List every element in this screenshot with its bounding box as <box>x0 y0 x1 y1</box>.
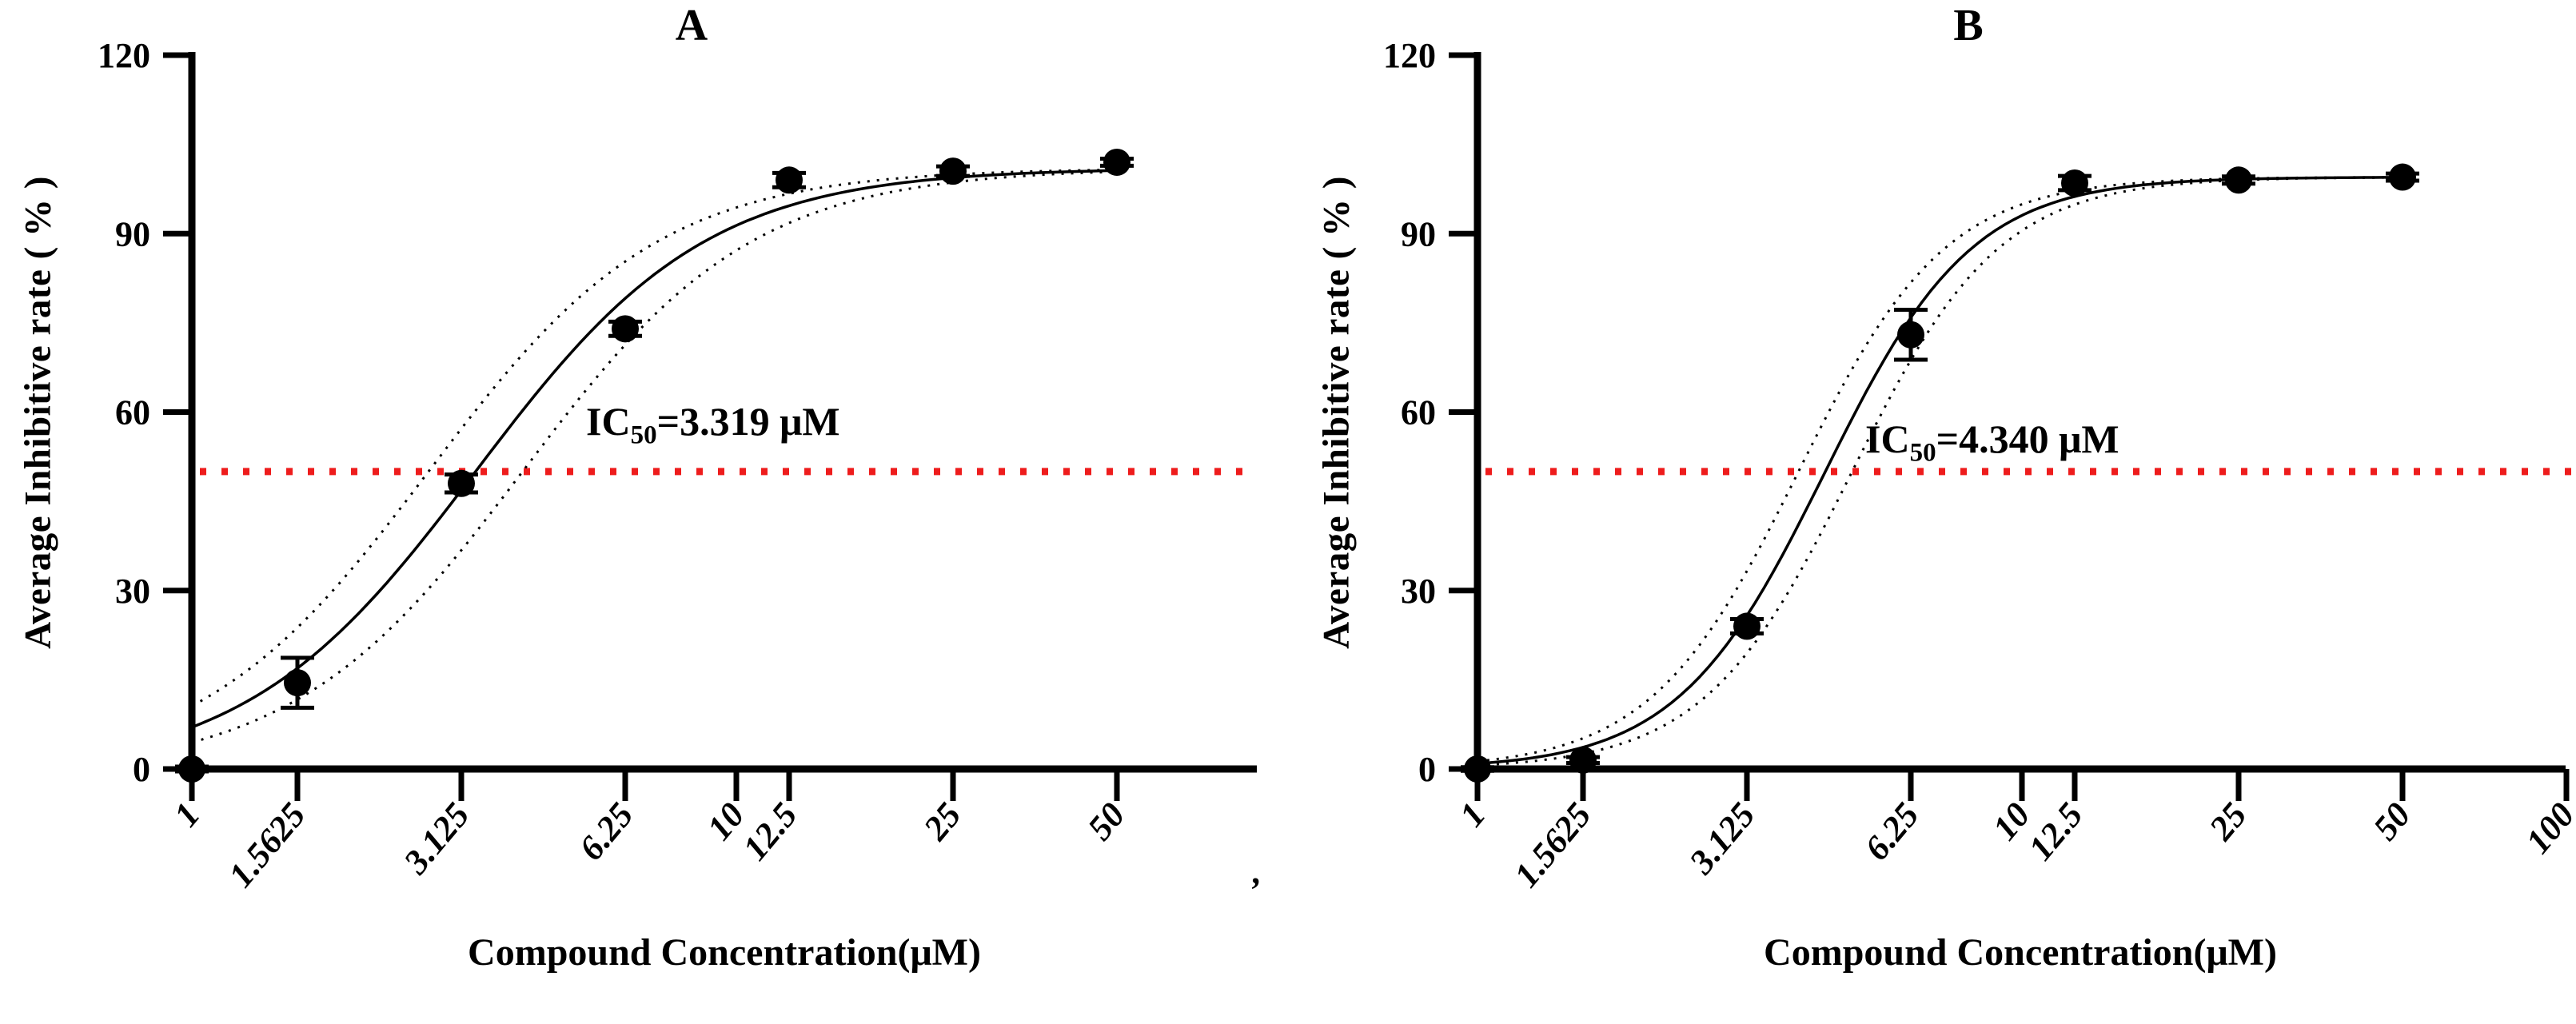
panel-a-title: A <box>675 1 708 50</box>
panel-b-x-axis-title: Compound Concentration(μM) <box>1764 931 2277 974</box>
y-tick-label: 60 <box>1401 393 1436 432</box>
ic50-prefix: IC <box>1865 416 1910 461</box>
ic50-prefix: IC <box>586 399 631 444</box>
y-tick-label: 30 <box>115 572 150 611</box>
x-tick-label: 1.5625 <box>221 795 313 895</box>
x-tick-label: 3.125 <box>1681 795 1763 882</box>
x-tick-label: 25 <box>915 795 968 848</box>
data-marker <box>2388 163 2416 191</box>
x-tick-label: 50 <box>2366 795 2418 847</box>
stray-label-fragment: , <box>1252 852 1262 891</box>
data-marker <box>1896 321 1924 349</box>
y-tick-label: 0 <box>133 750 150 789</box>
ic50-value: =4.340 μM <box>1936 416 2119 461</box>
ic50-subscript: 50 <box>1909 438 1936 468</box>
panel-a-ic50-annotation: IC50=3.319 μM <box>586 401 840 449</box>
data-marker <box>939 157 967 185</box>
panel-b-title: B <box>1953 1 1984 50</box>
data-marker <box>2224 166 2252 194</box>
y-tick-label: 120 <box>1383 36 1436 75</box>
data-marker <box>1569 746 1597 774</box>
data-marker <box>1464 755 1491 783</box>
x-tick-label: 25 <box>2201 795 2254 848</box>
data-marker <box>2060 169 2088 197</box>
ci-band-upper <box>191 168 1118 707</box>
panel-b-ic50-annotation: IC50=4.340 μM <box>1865 419 2119 467</box>
x-tick-label: 100 <box>2518 795 2576 861</box>
y-tick-label: 90 <box>115 214 150 253</box>
x-tick-label: 6.25 <box>572 795 641 867</box>
x-tick-label: 6.25 <box>1857 795 1927 867</box>
y-tick-label: 120 <box>98 36 150 75</box>
data-marker <box>775 166 803 194</box>
data-marker <box>283 669 311 697</box>
panel-a-x-axis-title: Compound Concentration(μM) <box>468 931 981 974</box>
ci-band-lower <box>191 170 1118 744</box>
y-tick-label: 30 <box>1401 572 1436 611</box>
y-tick-label: 60 <box>115 393 150 432</box>
panel-a-y-axis-title: Average Inhibitive rate ( % ) <box>17 176 59 649</box>
x-tick-label: 50 <box>1080 795 1133 847</box>
data-marker <box>1733 612 1761 640</box>
x-tick-label: 3.125 <box>396 795 477 882</box>
data-marker <box>1103 148 1130 176</box>
y-tick-label: 90 <box>1401 214 1436 253</box>
x-tick-label: 1 <box>1452 795 1493 834</box>
x-tick-label: 1 <box>166 795 208 834</box>
y-tick-label: 0 <box>1418 750 1436 789</box>
ic50-subscript: 50 <box>630 420 657 450</box>
data-marker <box>447 469 475 497</box>
x-tick-label: 12.5 <box>736 795 805 867</box>
data-marker <box>611 315 639 343</box>
panel-b-y-axis-title: Average Inhibitive rate ( % ) <box>1315 176 1358 649</box>
ic50-value: =3.319 μM <box>656 399 840 444</box>
x-tick-label: 1.5625 <box>1506 795 1598 895</box>
data-marker <box>178 755 205 783</box>
x-tick-label: 12.5 <box>2021 795 2091 867</box>
